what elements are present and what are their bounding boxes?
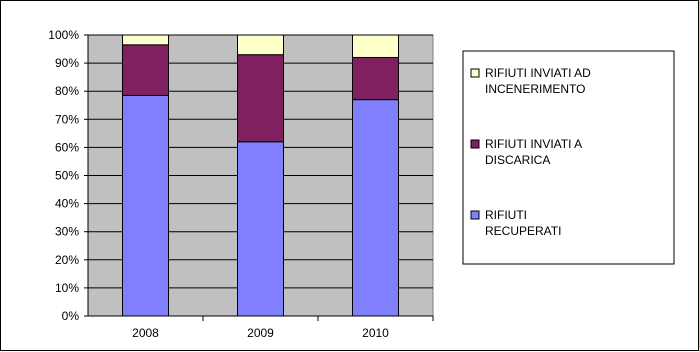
axes — [84, 34, 434, 321]
bar-segment — [352, 56, 399, 101]
legend-swatch — [470, 68, 480, 78]
legend-label-line: INCENERIMENTO — [485, 82, 585, 96]
y-tick-label: 0% — [62, 309, 80, 323]
legend-label: RIFIUTI INVIATI AD INCENERIMENTO — [485, 66, 591, 96]
legend-box — [462, 50, 675, 265]
y-tick-label: 90% — [55, 56, 79, 70]
bars — [122, 34, 399, 317]
y-tick-label: 10% — [55, 281, 79, 295]
y-tick-label: 50% — [55, 169, 79, 183]
legend-swatch — [470, 210, 480, 220]
y-tick-label: 80% — [55, 84, 79, 98]
legend-label-line: RIFIUTI INVIATI AD — [485, 66, 591, 80]
y-tick-label: 70% — [55, 112, 79, 126]
legend-swatch — [470, 139, 480, 149]
bar-segment — [237, 34, 284, 56]
legend-label-line: DISCARICA — [485, 153, 550, 167]
bar-segment — [122, 44, 169, 96]
y-tick-label: 60% — [55, 140, 79, 154]
bar-segment — [237, 141, 284, 317]
y-axis-labels: 0% 10% 20% 30% 40% 50% 60% 70% 80% 90% 100% — [48, 28, 79, 323]
x-tick-label: 2010 — [362, 326, 389, 340]
y-tick-label: 30% — [55, 225, 79, 239]
y-tick-label: 20% — [55, 253, 79, 267]
legend-label: RIFIUTI RECUPERATI — [485, 208, 561, 238]
y-tick-label: 100% — [48, 28, 79, 42]
bar-segment — [122, 94, 169, 317]
legend-label-line: RIFIUTI INVIATI A — [485, 137, 582, 151]
bar-segment — [237, 54, 284, 143]
x-tick-label: 2008 — [132, 326, 159, 340]
legend-label-line: RECUPERATI — [485, 224, 561, 238]
bar-segment — [122, 34, 169, 46]
legend-label-line: RIFIUTI — [485, 208, 527, 222]
legend-label: RIFIUTI INVIATI A DISCARICA — [485, 137, 582, 167]
x-tick-label: 2009 — [247, 326, 274, 340]
y-tick-label: 40% — [55, 197, 79, 211]
bar-segment — [352, 34, 399, 58]
x-axis-labels: 2008 2009 2010 — [132, 326, 389, 340]
bar-segment — [352, 99, 399, 317]
